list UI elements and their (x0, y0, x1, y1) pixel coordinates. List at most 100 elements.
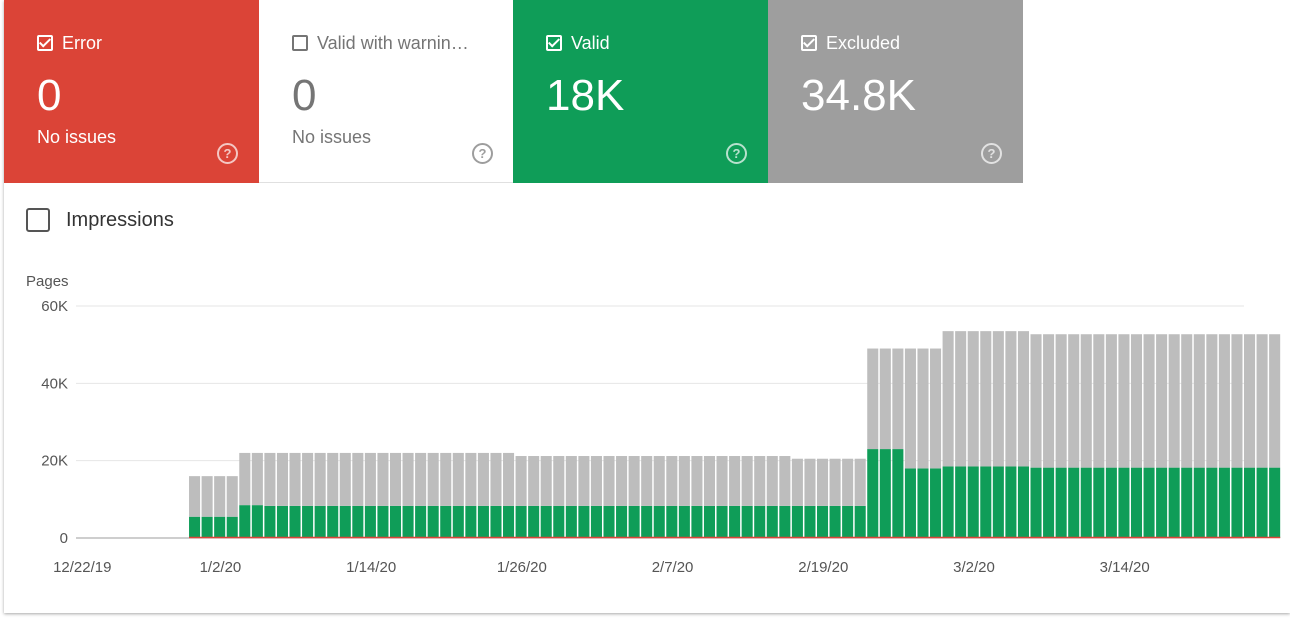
bar-excluded[interactable] (1244, 334, 1256, 468)
help-icon[interactable]: ? (981, 143, 1002, 164)
bar-valid[interactable] (754, 505, 766, 538)
bar-excluded[interactable] (741, 456, 753, 506)
bar-valid[interactable] (276, 505, 289, 538)
bar-excluded[interactable] (440, 452, 452, 506)
bar-valid[interactable] (1017, 466, 1029, 538)
bar-valid[interactable] (1005, 466, 1017, 538)
bar-excluded[interactable] (779, 456, 791, 506)
bar-valid[interactable] (791, 505, 803, 538)
bar-valid[interactable] (578, 505, 590, 538)
bar-valid[interactable] (201, 516, 213, 538)
bar-excluded[interactable] (590, 456, 602, 506)
bar-valid[interactable] (264, 505, 276, 538)
bar-excluded[interactable] (653, 456, 665, 506)
bar-valid[interactable] (528, 505, 540, 538)
bar-valid[interactable] (1256, 467, 1268, 538)
valid-card[interactable]: Valid 18K ? (513, 0, 768, 183)
bar-excluded[interactable] (1218, 334, 1230, 468)
bar-excluded[interactable] (302, 452, 314, 506)
bar-valid[interactable] (892, 449, 904, 538)
bar-excluded[interactable] (540, 456, 552, 506)
bar-valid[interactable] (389, 505, 402, 538)
bar-excluded[interactable] (352, 452, 364, 506)
bar-excluded[interactable] (766, 456, 778, 506)
bar-excluded[interactable] (553, 456, 565, 506)
bar-excluded[interactable] (1231, 334, 1243, 468)
valid-with-warnings-checkbox[interactable] (292, 35, 308, 51)
bar-excluded[interactable] (641, 456, 653, 506)
bar-excluded[interactable] (415, 452, 427, 506)
bar-excluded[interactable] (452, 452, 464, 506)
bar-valid[interactable] (955, 466, 967, 538)
bar-valid[interactable] (980, 466, 992, 538)
bar-valid[interactable] (829, 505, 841, 538)
bar-valid[interactable] (402, 505, 414, 538)
bar-valid[interactable] (540, 505, 552, 538)
bar-valid[interactable] (1080, 467, 1092, 538)
bar-valid[interactable] (327, 505, 339, 538)
bar-valid[interactable] (251, 505, 263, 538)
bar-valid[interactable] (816, 505, 829, 538)
bar-excluded[interactable] (515, 456, 527, 506)
bar-valid[interactable] (1218, 467, 1230, 538)
bar-excluded[interactable] (189, 476, 201, 517)
help-icon[interactable]: ? (472, 143, 493, 164)
bar-excluded[interactable] (276, 452, 289, 506)
bar-valid[interactable] (490, 505, 502, 538)
bar-excluded[interactable] (490, 452, 502, 506)
bar-excluded[interactable] (603, 456, 615, 506)
bar-valid[interactable] (590, 505, 602, 538)
bar-valid[interactable] (553, 505, 565, 538)
bar-valid[interactable] (1055, 467, 1067, 538)
bar-excluded[interactable] (1193, 334, 1205, 468)
bar-valid[interactable] (1244, 467, 1256, 538)
bar-valid[interactable] (352, 505, 364, 538)
bar-valid[interactable] (465, 505, 477, 538)
bar-valid[interactable] (703, 505, 716, 538)
bar-valid[interactable] (339, 505, 351, 538)
bar-excluded[interactable] (465, 452, 477, 506)
excluded-card[interactable]: Excluded 34.8K ? (768, 0, 1023, 183)
bar-valid[interactable] (641, 505, 653, 538)
bar-valid[interactable] (189, 516, 201, 538)
bar-excluded[interactable] (528, 456, 540, 506)
bar-excluded[interactable] (565, 456, 577, 506)
bar-valid[interactable] (1231, 467, 1243, 538)
bar-valid[interactable] (854, 505, 866, 538)
impressions-checkbox[interactable] (26, 208, 50, 232)
bar-excluded[interactable] (1017, 331, 1029, 467)
bar-excluded[interactable] (917, 348, 929, 469)
bar-excluded[interactable] (477, 452, 489, 506)
bar-valid[interactable] (226, 516, 238, 538)
bar-excluded[interactable] (364, 452, 376, 506)
bar-excluded[interactable] (1181, 334, 1193, 468)
bar-valid[interactable] (766, 505, 778, 538)
error-card[interactable]: Error 0 No issues ? (4, 0, 259, 183)
bar-valid[interactable] (1181, 467, 1193, 538)
bar-excluded[interactable] (339, 452, 351, 506)
bar-excluded[interactable] (691, 456, 703, 506)
bar-valid[interactable] (741, 505, 753, 538)
bar-excluded[interactable] (264, 452, 276, 506)
bar-valid[interactable] (302, 505, 314, 538)
bar-valid[interactable] (214, 516, 226, 538)
bar-excluded[interactable] (904, 348, 916, 469)
bar-valid[interactable] (1156, 467, 1168, 538)
bar-excluded[interactable] (1093, 334, 1105, 468)
bar-excluded[interactable] (930, 348, 942, 469)
bar-valid[interactable] (1206, 467, 1218, 538)
bar-valid[interactable] (1168, 467, 1180, 538)
bar-valid[interactable] (377, 505, 389, 538)
bar-excluded[interactable] (829, 458, 841, 506)
bar-valid[interactable] (603, 505, 615, 538)
bar-excluded[interactable] (1080, 334, 1092, 468)
bar-excluded[interactable] (1130, 334, 1143, 468)
bar-valid[interactable] (917, 468, 929, 538)
bar-valid[interactable] (691, 505, 703, 538)
bar-excluded[interactable] (628, 456, 640, 506)
bar-valid[interactable] (415, 505, 427, 538)
bar-excluded[interactable] (1118, 334, 1130, 468)
bar-excluded[interactable] (867, 348, 879, 450)
bar-valid[interactable] (867, 449, 879, 538)
bar-excluded[interactable] (1269, 334, 1281, 468)
